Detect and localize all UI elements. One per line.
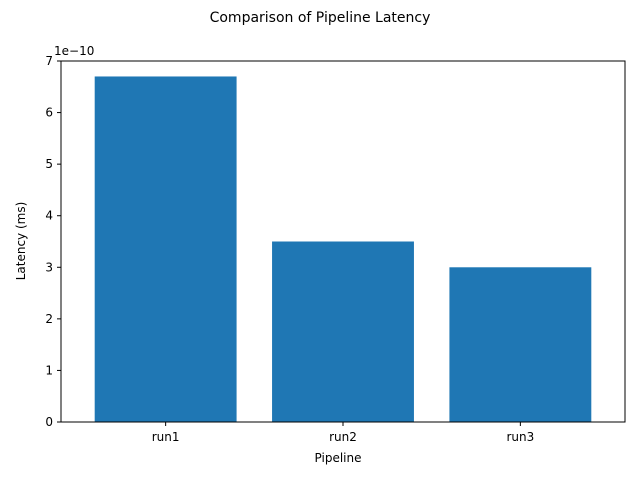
bar-run2 <box>272 241 414 422</box>
x-tick-label-run1: run1 <box>152 430 180 444</box>
offset-label: 1e−10 <box>54 44 94 58</box>
y-tick-label: 6 <box>45 106 53 120</box>
x-tick-label-run2: run2 <box>329 430 357 444</box>
y-axis-label: Latency (ms) <box>14 202 28 281</box>
y-tick-label: 0 <box>45 415 53 429</box>
y-tick-label: 2 <box>45 312 53 326</box>
y-tick-label: 4 <box>45 209 53 223</box>
y-tick-label: 7 <box>45 54 53 68</box>
x-axis-ticks: run1 run2 run3 <box>152 422 534 444</box>
y-tick-label: 1 <box>45 363 53 377</box>
y-tick-label: 5 <box>45 157 53 171</box>
x-axis-label: Pipeline <box>315 451 362 465</box>
x-tick-label-run3: run3 <box>506 430 534 444</box>
bars-group <box>94 76 592 422</box>
y-tick-label: 3 <box>45 260 53 274</box>
chart-title: Comparison of Pipeline Latency <box>210 10 431 26</box>
bar-run3 <box>449 267 592 422</box>
bar-run1 <box>94 76 237 422</box>
plot-frame <box>60 60 626 423</box>
y-axis-ticks: 0 1 2 3 4 5 6 7 <box>45 54 61 429</box>
